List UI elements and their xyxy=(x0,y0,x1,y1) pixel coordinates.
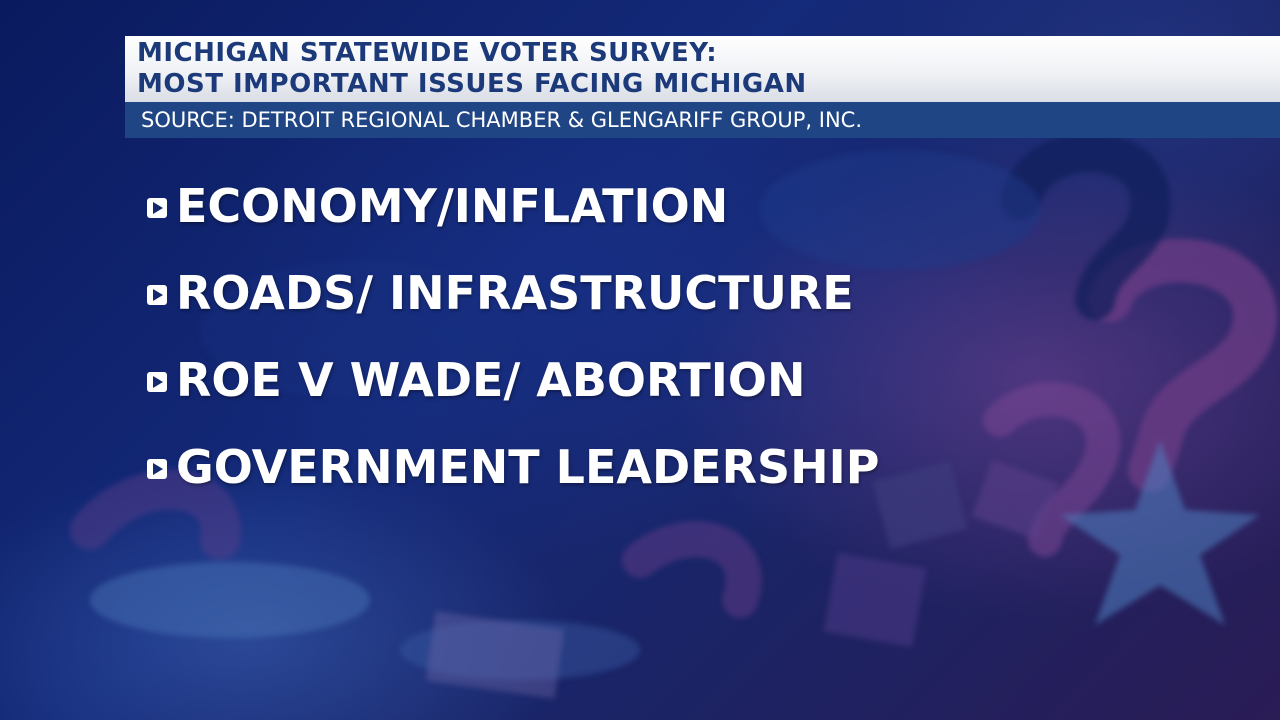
source-credit: SOURCE: DETROIT REGIONAL CHAMBER & GLENG… xyxy=(141,108,863,132)
list-item: GOVERNMENT LEADERSHIP xyxy=(146,439,879,526)
play-arrow-icon xyxy=(147,372,167,392)
graphic-title-line-1: MICHIGAN STATEWIDE VOTER SURVEY: xyxy=(137,38,718,68)
play-arrow-icon xyxy=(147,285,167,305)
title-bar: MICHIGAN STATEWIDE VOTER SURVEY: MOST IM… xyxy=(125,36,1280,102)
issue-label: ROE V WADE/ ABORTION xyxy=(176,353,806,407)
issue-label: ECONOMY/INFLATION xyxy=(176,179,729,233)
issue-label: ROADS/ INFRASTRUCTURE xyxy=(176,266,854,320)
list-item: ROADS/ INFRASTRUCTURE xyxy=(146,265,879,352)
list-item: ECONOMY/INFLATION xyxy=(146,178,879,265)
play-arrow-icon xyxy=(147,198,167,218)
list-item: ROE V WADE/ ABORTION xyxy=(146,352,879,439)
issues-list: ECONOMY/INFLATION ROADS/ INFRASTRUCTURE … xyxy=(146,178,879,526)
graphic-title-line-2: MOST IMPORTANT ISSUES FACING MICHIGAN xyxy=(137,69,807,99)
source-bar: SOURCE: DETROIT REGIONAL CHAMBER & GLENG… xyxy=(125,102,1280,138)
issue-label: GOVERNMENT LEADERSHIP xyxy=(176,440,880,494)
play-arrow-icon xyxy=(147,459,167,479)
